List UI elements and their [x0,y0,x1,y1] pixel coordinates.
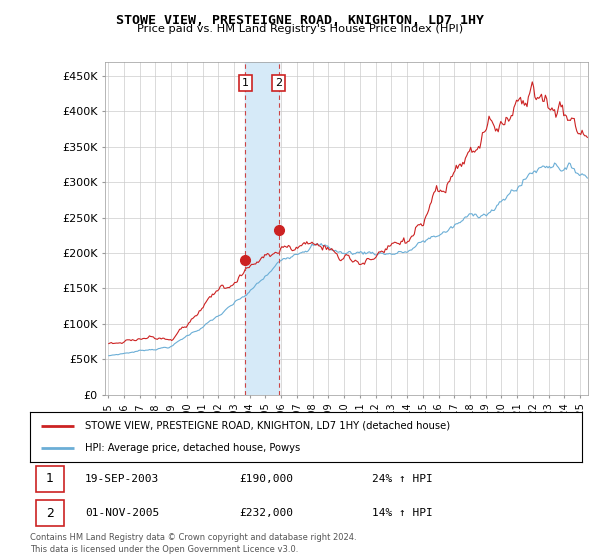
Bar [245,62,278,395]
Text: 1: 1 [46,473,54,486]
Text: Price paid vs. HM Land Registry's House Price Index (HPI): Price paid vs. HM Land Registry's House … [137,24,463,34]
Text: 24% ↑ HPI: 24% ↑ HPI [372,474,433,484]
Text: STOWE VIEW, PRESTEIGNE ROAD, KNIGHTON, LD7 1HY (detached house): STOWE VIEW, PRESTEIGNE ROAD, KNIGHTON, L… [85,421,451,431]
Text: 14% ↑ HPI: 14% ↑ HPI [372,508,433,518]
Bar [35,466,64,492]
Text: 2: 2 [46,507,54,520]
Text: £232,000: £232,000 [240,508,294,518]
Text: HPI: Average price, detached house, Powys: HPI: Average price, detached house, Powy… [85,443,301,453]
Text: STOWE VIEW, PRESTEIGNE ROAD, KNIGHTON, LD7 1HY: STOWE VIEW, PRESTEIGNE ROAD, KNIGHTON, L… [116,14,484,27]
Text: 2: 2 [275,78,282,88]
Bar [35,500,64,526]
Text: £190,000: £190,000 [240,474,294,484]
Text: 01-NOV-2005: 01-NOV-2005 [85,508,160,518]
Text: Contains HM Land Registry data © Crown copyright and database right 2024.
This d: Contains HM Land Registry data © Crown c… [30,533,356,554]
Text: 19-SEP-2003: 19-SEP-2003 [85,474,160,484]
Text: 1: 1 [242,78,249,88]
